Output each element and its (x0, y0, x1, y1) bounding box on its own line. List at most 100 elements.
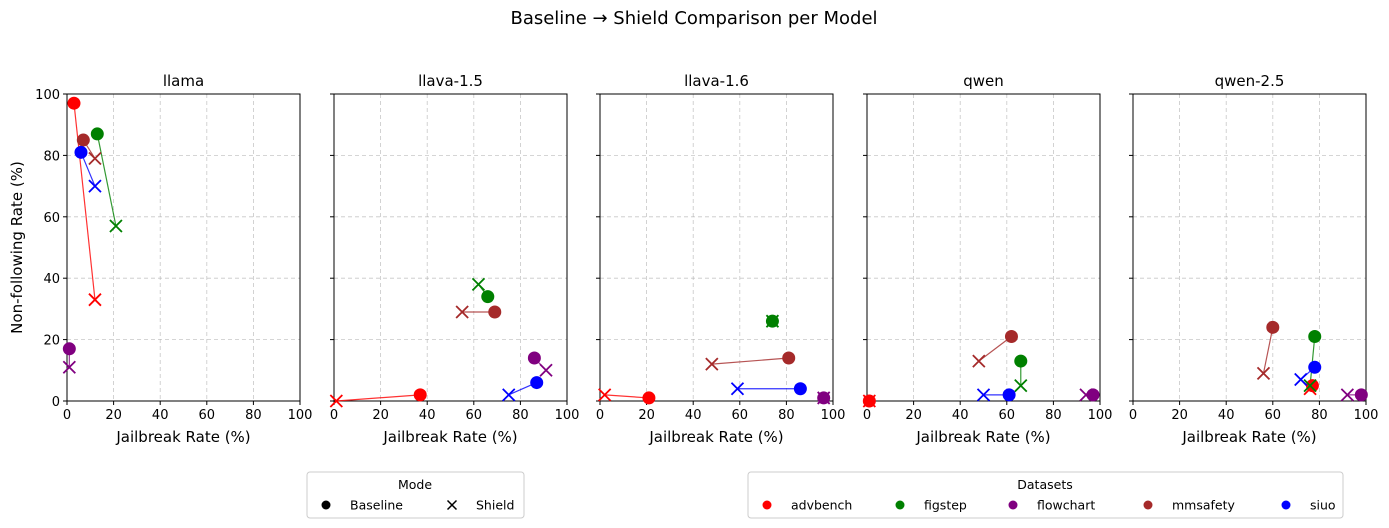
x-tick-label: 80 (1311, 408, 1328, 423)
shield-point-figstep (109, 219, 123, 233)
baseline-point-mmsafety (1004, 330, 1018, 344)
mode-legend: Mode Baseline Shield (306, 471, 525, 519)
legend-label-siuo: siuo (1310, 498, 1336, 513)
datasets-legend-title: Datasets (1017, 477, 1072, 492)
x-tick-label: 60 (199, 408, 216, 423)
shield-point-figstep (1303, 379, 1317, 393)
shield-point-advbench (329, 394, 343, 408)
panel-llava-1.6: llava-1.6 0 20 40 60 80 100 Jailbreak Rate (%) (596, 72, 846, 446)
y-tick-label: 100 (35, 88, 60, 103)
baseline-point-advbench (413, 388, 427, 402)
plot-frame (866, 93, 1101, 402)
connector-mmsafety (1262, 327, 1274, 374)
baseline-point-mmsafety (782, 351, 796, 365)
baseline-point-flowchart (1354, 388, 1368, 402)
shield-point-figstep (1014, 379, 1028, 393)
y-tick-label: 40 (43, 272, 60, 287)
shield-point-advbench (88, 293, 102, 307)
mode-legend-title: Mode (398, 477, 432, 492)
x-tick-label: 100 (821, 408, 846, 423)
plot-frame (66, 93, 301, 402)
connector-advbench (73, 103, 96, 300)
connector-advbench (604, 394, 649, 399)
x-tick-label: 40 (419, 408, 436, 423)
y-tick-label: 0 (52, 395, 60, 410)
panel-qwen: qwen 0 20 40 60 80 100 Jailbreak Rate (%) (862, 72, 1113, 446)
panel-llava-1.5: llava-1.5 0 20 40 60 80 100 Jailbreak Rate (%) (329, 72, 579, 446)
x-tick-label: 40 (952, 408, 969, 423)
shield-point-mmsafety (972, 354, 986, 368)
x-tick-label: 0 (63, 408, 71, 423)
x-tick-label: 20 (372, 408, 389, 423)
shield-point-siuo (1294, 372, 1308, 387)
plot-frame (1132, 93, 1367, 402)
panel-title: llama (163, 72, 204, 90)
shield-point-siuo (88, 179, 102, 193)
legend-marker-flowchart (1008, 500, 1018, 510)
x-tick-label: 80 (512, 408, 529, 423)
baseline-point-figstep (1308, 330, 1322, 344)
mode-legend-label: Baseline (350, 498, 403, 513)
x-tick-label: 20 (905, 408, 922, 423)
x-tick-label: 80 (245, 408, 262, 423)
shield-point-mmsafety (455, 305, 469, 319)
connector-mmsafety (711, 357, 789, 365)
connector-advbench (336, 394, 421, 402)
panel-qwen-2.5: qwen-2.5 0 20 40 60 80 100 Jailbreak Rate (%) (1129, 72, 1379, 446)
shield-point-figstep (471, 277, 486, 291)
x-tick-label: 40 (152, 408, 169, 423)
baseline-point-figstep (90, 127, 104, 141)
x-tick-label: 40 (1218, 408, 1235, 423)
x-tick-label: 20 (1171, 408, 1188, 423)
shield-point-flowchart (62, 360, 76, 374)
legend-label-figstep: figstep (924, 498, 967, 513)
x-tick-label: 20 (638, 408, 655, 423)
shield-point-flowchart (539, 363, 553, 377)
baseline-point-mmsafety (1266, 320, 1280, 334)
shield-point-advbench (862, 394, 876, 408)
y-axis-label: Non-following Rate (%) (8, 161, 26, 334)
x-tick-label: 80 (1045, 408, 1062, 423)
x-axis-label: Jailbreak Rate (%) (648, 428, 783, 446)
legend-baseline-marker (321, 500, 331, 510)
baseline-point-flowchart (1086, 388, 1100, 402)
x-tick-label: 60 (732, 408, 749, 423)
shield-point-mmsafety (1256, 366, 1271, 381)
baseline-point-advbench (642, 391, 656, 405)
baseline-point-siuo (793, 382, 807, 396)
x-tick-label: 60 (466, 408, 483, 423)
connector-mmsafety (978, 336, 1012, 362)
panel-title: llava-1.5 (418, 72, 483, 90)
baseline-point-mmsafety (488, 305, 502, 319)
x-axis-label: Jailbreak Rate (%) (1181, 428, 1316, 446)
baseline-point-figstep (481, 290, 495, 304)
x-tick-label: 100 (288, 408, 313, 423)
connector-figstep (1309, 336, 1316, 386)
x-tick-label: 0 (1129, 408, 1137, 423)
legend-marker-mmsafety (1143, 500, 1153, 510)
legend-label-flowchart: flowchart (1037, 498, 1095, 513)
baseline-point-siuo (530, 376, 544, 390)
shield-point-advbench (598, 388, 612, 402)
baseline-point-advbench (67, 96, 81, 110)
x-tick-label: 80 (778, 408, 795, 423)
panel-llama: llama 0 20 40 60 80 100 0 20 40 60 80 100 Jailbreak R… (35, 72, 312, 446)
baseline-point-figstep (1014, 354, 1028, 368)
x-axis-label: Jailbreak Rate (%) (915, 428, 1050, 446)
shield-point-siuo (730, 382, 745, 396)
legend-label-advbench: advbench (791, 498, 852, 513)
x-tick-label: 100 (1354, 408, 1379, 423)
datasets-legend: Datasets advbench figstep flowchart mmsafety… (747, 471, 1344, 519)
legend-marker-siuo (1281, 500, 1291, 510)
x-tick-label: 100 (1088, 408, 1113, 423)
x-tick-label: 0 (863, 408, 871, 423)
panel-title: qwen-2.5 (1215, 72, 1285, 90)
shield-point-siuo (976, 388, 991, 402)
shield-point-siuo (502, 388, 516, 402)
legend-label-mmsafety: mmsafety (1172, 498, 1236, 513)
shield-point-flowchart (1340, 388, 1354, 402)
mode-legend-label: Shield (476, 498, 514, 513)
x-axis-label: Jailbreak Rate (%) (115, 428, 250, 446)
legend-shield-marker (446, 499, 458, 511)
x-axis-label: Jailbreak Rate (%) (382, 428, 517, 446)
